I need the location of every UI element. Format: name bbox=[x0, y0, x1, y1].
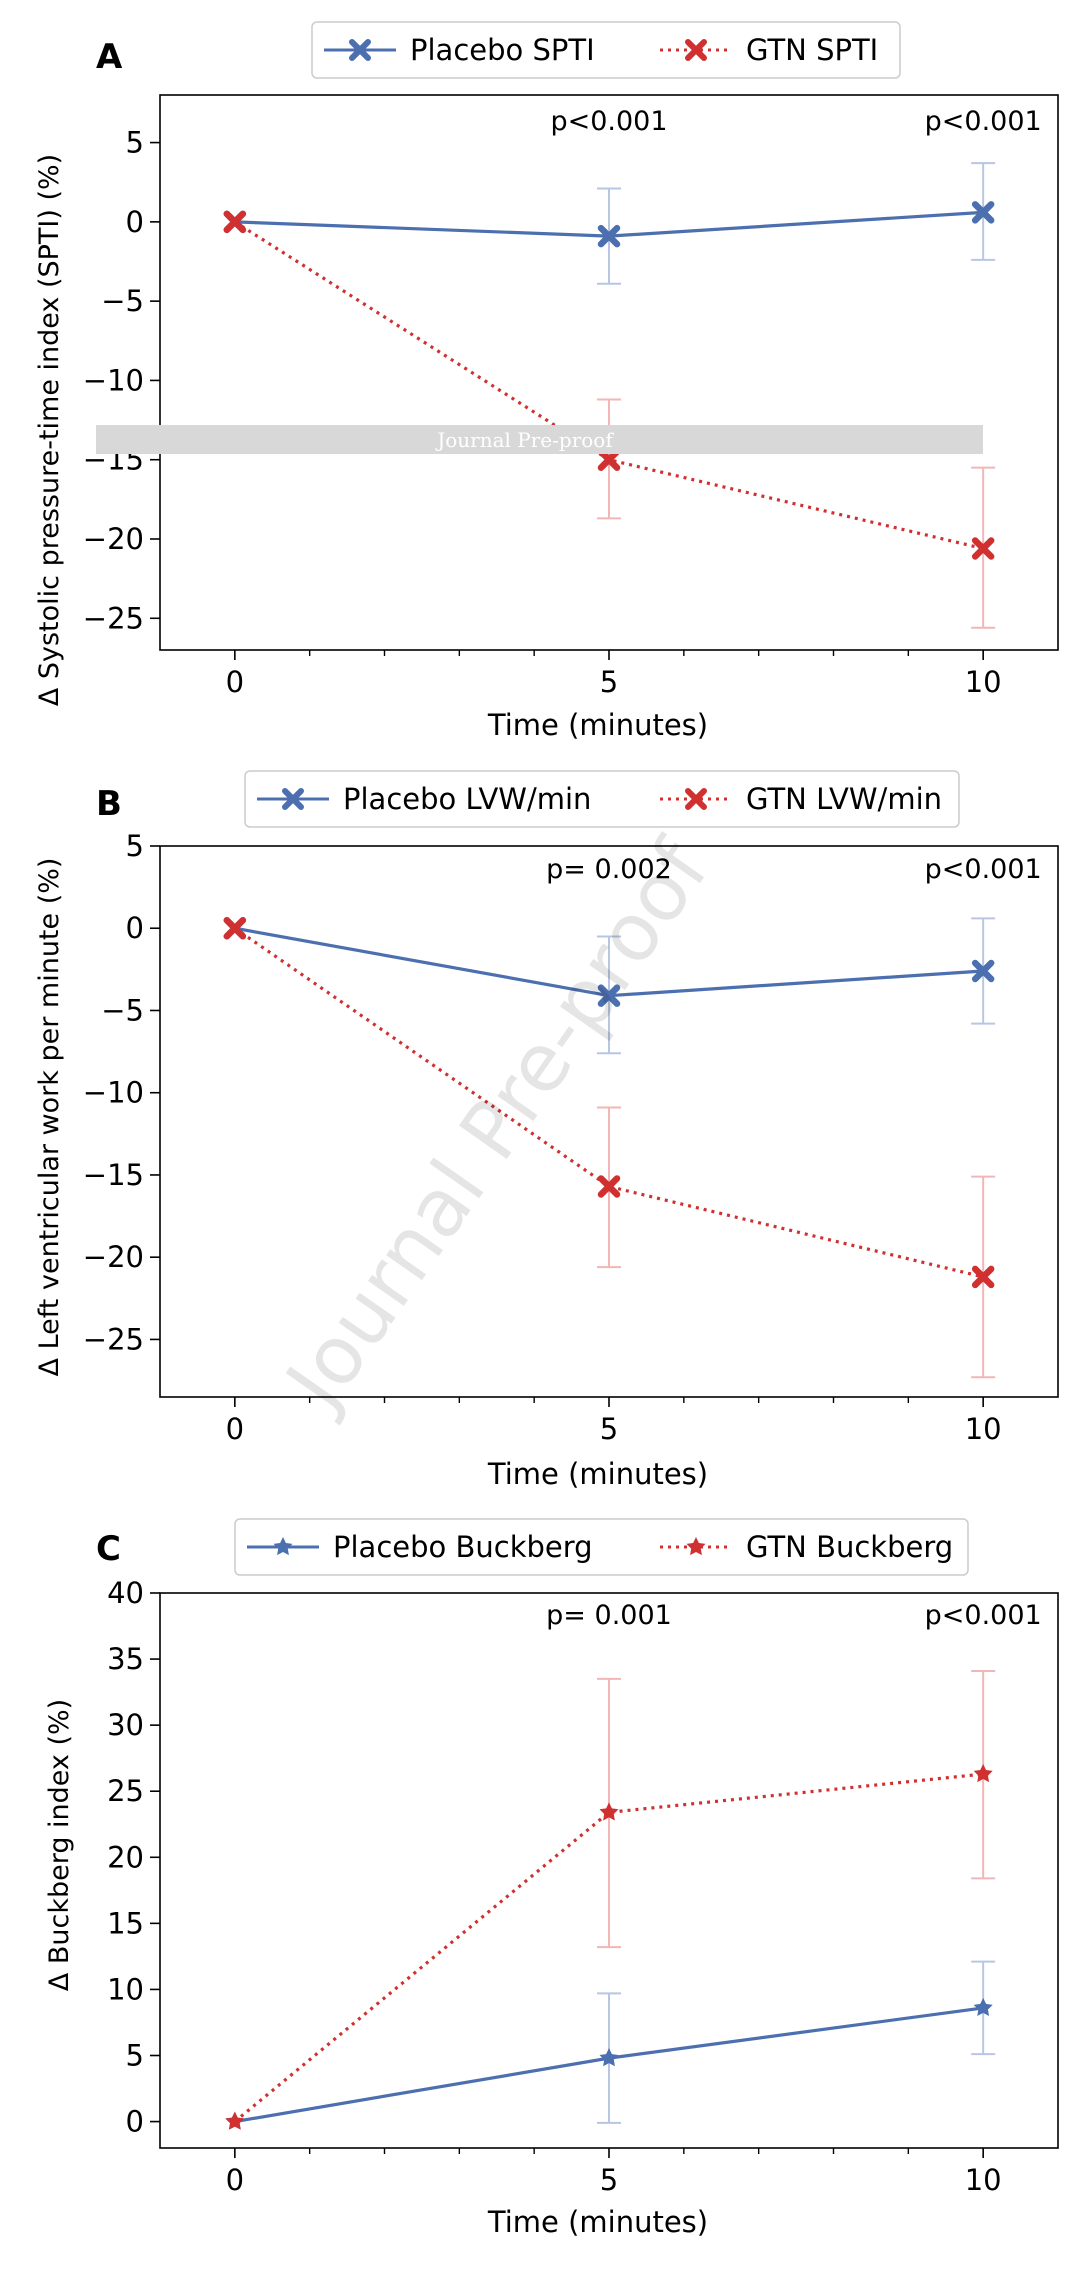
plot-area-b: 0 5 10 5 0 −5 −10 −15 −20 −25 p= 0.002 p<0.001 bbox=[83, 829, 1059, 1446]
p-value-annotation-c: p<0.001 bbox=[925, 1600, 1042, 1631]
y-tick-label-c: 10 bbox=[107, 1972, 144, 2006]
y-tick-label-b: −15 bbox=[83, 1158, 144, 1192]
data-point-b bbox=[971, 1265, 995, 1289]
panel-c: C Placebo Buckberg GTN Buckberg Δ Buckbe… bbox=[44, 1518, 1059, 2239]
data-point-b bbox=[597, 1175, 621, 1198]
x-tick-label-c: 0 bbox=[226, 2163, 244, 2197]
data-point-c bbox=[973, 1764, 993, 1783]
x-tick-label-c: 5 bbox=[600, 2163, 618, 2197]
data-point-a bbox=[971, 537, 995, 560]
x-tick-label-b: 0 bbox=[226, 1412, 244, 1446]
legend-b-gtn-label: GTN LVW/min bbox=[746, 782, 942, 816]
watermark-banner-text: Journal Pre-proof bbox=[435, 428, 614, 452]
watermark-banner-bg bbox=[96, 425, 983, 454]
y-tick-label-c: 35 bbox=[107, 1642, 144, 1676]
data-point-a bbox=[223, 210, 247, 234]
y-tick-label-c: 40 bbox=[107, 1576, 144, 1610]
legend-box-a bbox=[311, 21, 901, 79]
data-point-b bbox=[223, 916, 247, 940]
x-axis-label-c: Time (minutes) bbox=[487, 2205, 708, 2239]
y-tick-label-a: −20 bbox=[83, 522, 144, 556]
legend-c-gtn-label: GTN Buckberg bbox=[746, 1530, 953, 1564]
y-tick-label-c: 25 bbox=[107, 1774, 144, 1808]
panel-a: A Placebo SPTI GTN SPTI Δ Systolic press… bbox=[34, 21, 1059, 742]
x-tick-label-a: 0 bbox=[226, 665, 244, 699]
legend-b-placebo-label: Placebo LVW/min bbox=[343, 782, 591, 816]
p-value-annotation-c: p= 0.001 bbox=[546, 1600, 672, 1631]
data-point-c bbox=[599, 1802, 619, 1821]
y-tick-label-b: −5 bbox=[101, 993, 144, 1027]
watermark-diagonal: Journal Pre-proof bbox=[265, 823, 727, 1428]
legend-c-placebo-label: Placebo Buckberg bbox=[333, 1530, 593, 1564]
y-tick-label-b: −10 bbox=[83, 1076, 144, 1110]
y-tick-label-b: −20 bbox=[83, 1240, 144, 1274]
legend-a-gtn-label: GTN SPTI bbox=[746, 33, 878, 67]
y-tick-label-c: 15 bbox=[107, 1906, 144, 1940]
y-tick-label-a: 0 bbox=[126, 205, 144, 239]
legend-c-placebo-marker bbox=[273, 1537, 293, 1556]
y-axis-label-a: Δ Systolic pressure-time index (SPTI) (%… bbox=[34, 154, 65, 706]
y-tick-label-a: −5 bbox=[101, 284, 144, 318]
panel-label-c: C bbox=[96, 1529, 121, 1569]
y-tick-label-a: 5 bbox=[126, 126, 144, 160]
plot-area-c: 0 5 10 40 35 30 25 20 15 10 5 0 p= 0.001 p<0.001 bbox=[107, 1576, 1059, 2197]
legend-a-gtn-marker bbox=[685, 39, 707, 61]
panel-label-a: A bbox=[96, 37, 123, 77]
data-point-b bbox=[971, 959, 995, 983]
legend-box-b bbox=[244, 770, 960, 828]
legend-c: Placebo Buckberg GTN Buckberg bbox=[234, 1518, 969, 1576]
data-point-a bbox=[597, 224, 621, 248]
legend-a-placebo-label: Placebo SPTI bbox=[410, 33, 595, 67]
y-tick-label-c: 5 bbox=[126, 2039, 144, 2073]
y-tick-label-a: −10 bbox=[83, 363, 144, 397]
p-value-annotation-a: p<0.001 bbox=[925, 106, 1042, 137]
data-point-a bbox=[597, 448, 621, 471]
y-axis-label-c: Δ Buckberg index (%) bbox=[44, 1699, 75, 1991]
panel-label-b: B bbox=[96, 784, 122, 824]
data-point-a bbox=[971, 201, 995, 224]
legend-a: Placebo SPTI GTN SPTI bbox=[311, 21, 901, 79]
plot-frame-a bbox=[159, 94, 1059, 651]
data-point-c bbox=[973, 1997, 993, 2017]
panel-b: B Placebo LVW/min GTN LVW/min Δ Left ven… bbox=[34, 770, 1059, 1491]
legend-box-c bbox=[234, 1518, 969, 1576]
y-tick-label-b: 5 bbox=[126, 829, 144, 863]
legend-b-placebo-marker bbox=[282, 788, 304, 810]
p-value-annotation-b: p<0.001 bbox=[925, 854, 1042, 885]
x-tick-label-a: 5 bbox=[600, 665, 618, 699]
x-axis-label-b: Time (minutes) bbox=[487, 1457, 708, 1491]
x-tick-label-b: 5 bbox=[600, 1412, 618, 1446]
legend-a-placebo-marker bbox=[349, 39, 371, 61]
y-tick-label-a: −25 bbox=[83, 601, 144, 635]
x-axis-label-a: Time (minutes) bbox=[487, 708, 708, 742]
y-tick-label-b: 0 bbox=[126, 911, 144, 945]
x-tick-label-b: 10 bbox=[965, 1412, 1002, 1446]
y-tick-label-c: 20 bbox=[107, 1840, 144, 1874]
data-point-b bbox=[597, 984, 621, 1007]
x-tick-label-a: 10 bbox=[965, 665, 1002, 699]
y-axis-label-b: Δ Left ventricular work per minute (%) bbox=[34, 858, 65, 1377]
data-point-c bbox=[225, 2111, 245, 2130]
p-value-annotation-b: p= 0.002 bbox=[546, 854, 672, 885]
y-tick-label-b: −25 bbox=[83, 1322, 144, 1356]
series-line-c-1 bbox=[233, 1772, 984, 2123]
legend-c-gtn-marker bbox=[686, 1537, 706, 1556]
y-tick-label-c: 0 bbox=[126, 2105, 144, 2139]
data-point-c bbox=[599, 2048, 619, 2067]
y-tick-label-c: 30 bbox=[107, 1708, 144, 1742]
legend-b-gtn-marker bbox=[685, 788, 707, 810]
x-tick-label-c: 10 bbox=[965, 2163, 1002, 2197]
p-value-annotation-a: p<0.001 bbox=[550, 106, 667, 137]
legend-b: Placebo LVW/min GTN LVW/min bbox=[244, 770, 960, 828]
